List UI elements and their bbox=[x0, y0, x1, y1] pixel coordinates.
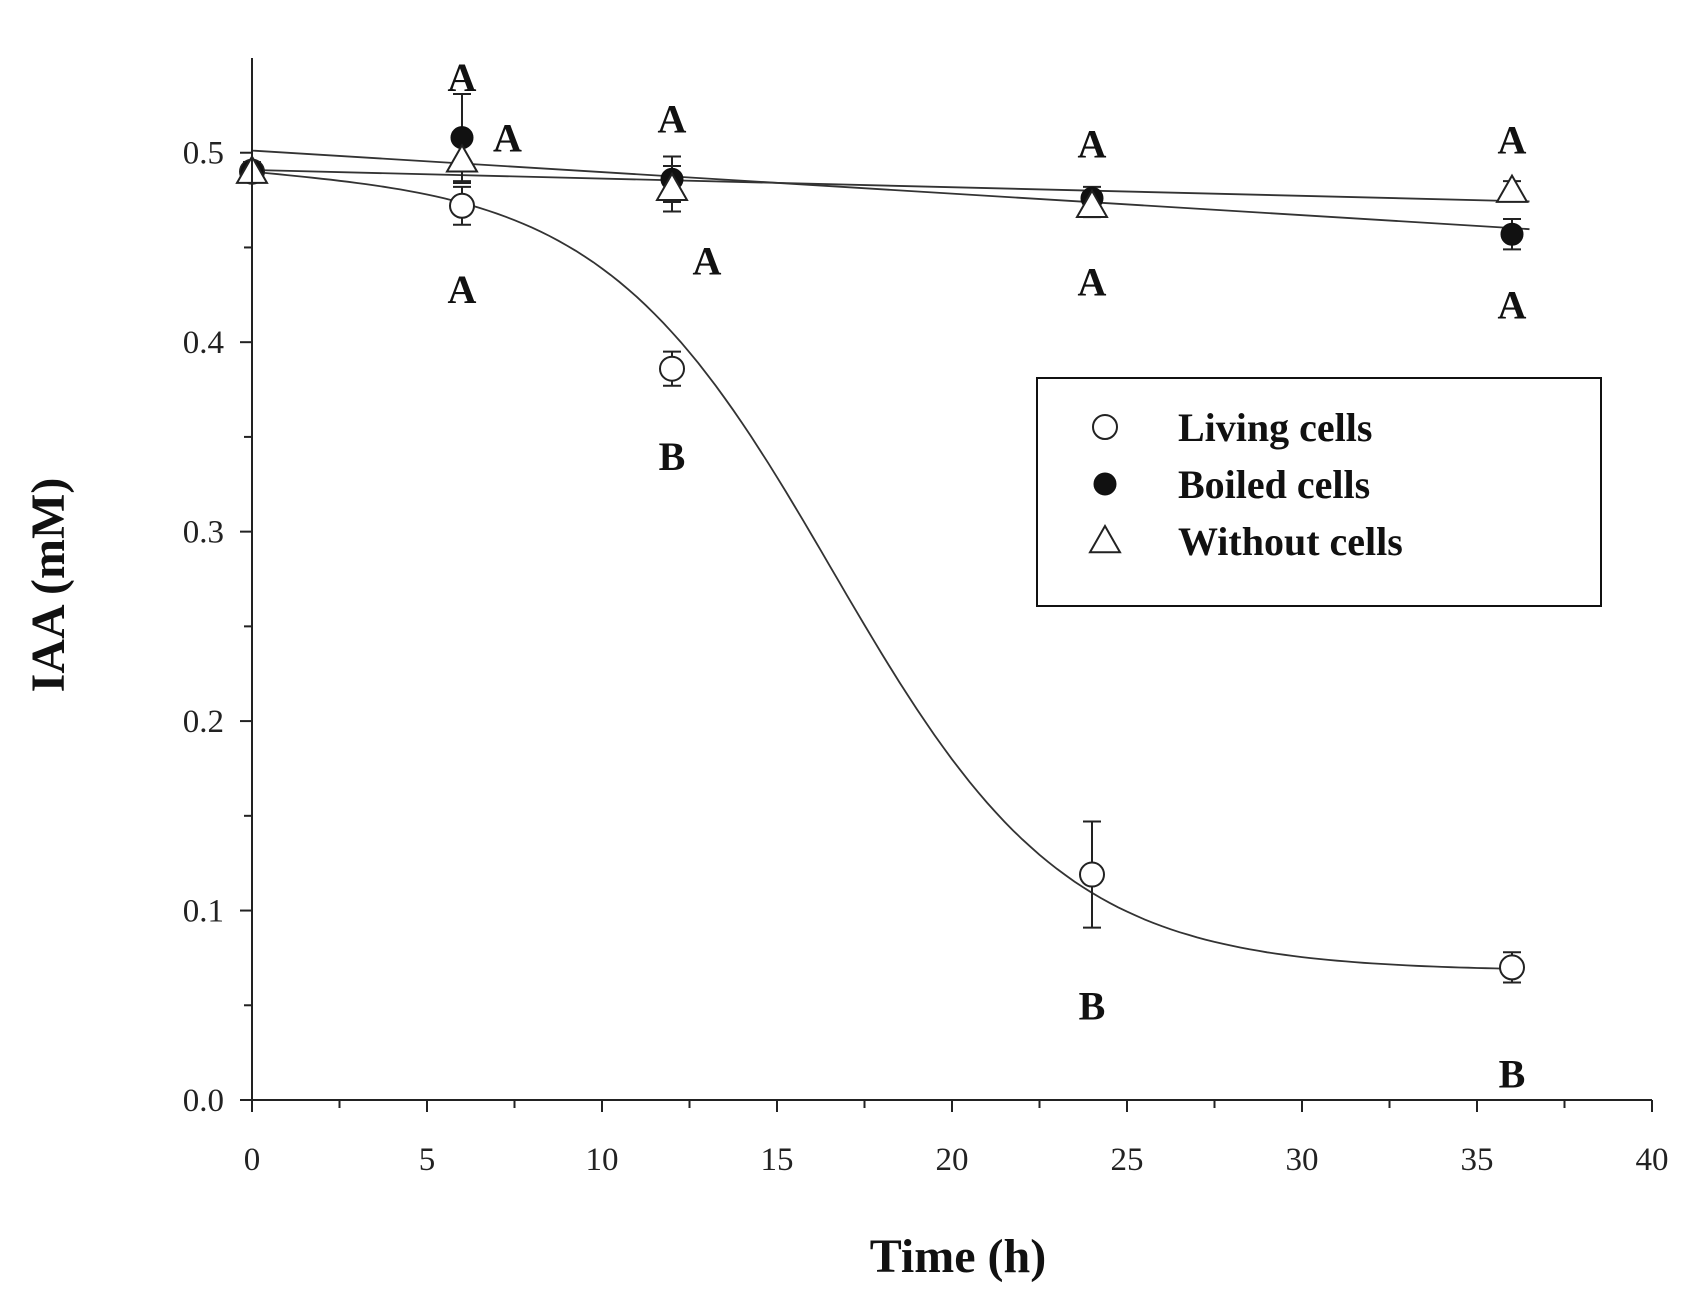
x-tick-label: 40 bbox=[1636, 1142, 1669, 1178]
x-axis-title: Time (h) bbox=[870, 1230, 1046, 1283]
significance-letter: B bbox=[1499, 1051, 1526, 1096]
legend-label: Living cells bbox=[1178, 405, 1372, 450]
x-tick-label: 30 bbox=[1286, 1142, 1319, 1178]
significance-letter: A bbox=[1078, 121, 1107, 166]
legend: Living cells Boiled cells Without cells bbox=[1036, 377, 1602, 607]
x-tick-label: 0 bbox=[244, 1142, 261, 1178]
significance-letter: B bbox=[1079, 983, 1106, 1028]
significance-letter: A bbox=[448, 55, 477, 100]
legend-label: Boiled cells bbox=[1178, 462, 1370, 507]
without-cells-point bbox=[445, 143, 479, 173]
open-circle-icon bbox=[1092, 414, 1118, 440]
open-triangle-icon bbox=[1088, 523, 1122, 554]
significance-letter: A bbox=[658, 97, 687, 142]
axes: 0 5 10 15 20 25 30 35 40 0.0 0.1 0.2 0.3 0.4 0.5 bbox=[183, 58, 1669, 1178]
without-cells-point bbox=[655, 171, 689, 201]
filled-circle-icon bbox=[1093, 472, 1117, 496]
y-tick-label: 0.3 bbox=[183, 515, 224, 551]
x-tick-label: 35 bbox=[1461, 1142, 1494, 1178]
y-tick-label: 0.1 bbox=[183, 894, 224, 930]
significance-letter: A bbox=[1498, 282, 1527, 327]
y-tick-label: 0.0 bbox=[183, 1083, 224, 1119]
x-tick-label: 5 bbox=[419, 1142, 436, 1178]
without-cells-point bbox=[1495, 173, 1529, 203]
y-tick-label: 0.5 bbox=[183, 136, 224, 172]
significance-letter: B bbox=[659, 434, 686, 479]
y-tick-label: 0.2 bbox=[183, 704, 224, 740]
without-cells-fit-line bbox=[251, 169, 1530, 203]
x-tick-label: 10 bbox=[586, 1142, 619, 1178]
significance-letter: A bbox=[448, 267, 477, 312]
living-cells-point bbox=[1079, 861, 1105, 888]
significance-letter: A bbox=[1498, 117, 1527, 162]
legend-box bbox=[1036, 377, 1602, 607]
x-tick-label: 20 bbox=[936, 1142, 969, 1178]
significance-letter: A bbox=[693, 239, 722, 284]
significance-letter: A bbox=[1078, 260, 1107, 305]
x-tick-label: 25 bbox=[1111, 1142, 1144, 1178]
boiled-cells-point bbox=[1500, 222, 1524, 246]
living-cells-point bbox=[1499, 954, 1525, 981]
legend-label: Without cells bbox=[1178, 519, 1403, 564]
without-cells-point bbox=[1075, 188, 1109, 219]
living-cells-point bbox=[449, 192, 475, 219]
data-markers bbox=[235, 126, 1529, 981]
x-tick-label: 15 bbox=[761, 1142, 794, 1178]
living-cells-point bbox=[659, 355, 685, 382]
y-axis-title: IAA (mM) bbox=[22, 478, 75, 693]
y-tick-label: 0.4 bbox=[183, 325, 224, 361]
significance-letter: A bbox=[493, 116, 522, 161]
